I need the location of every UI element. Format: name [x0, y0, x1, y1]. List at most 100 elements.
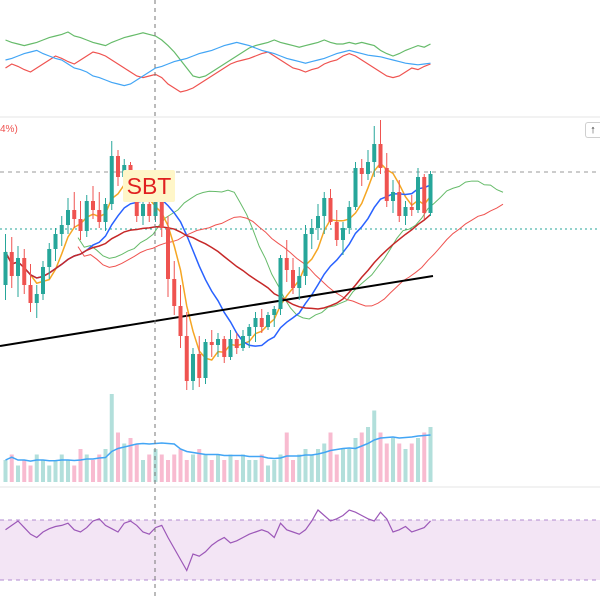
candle-body: [184, 336, 189, 381]
volume-bar: [378, 432, 383, 482]
volume-bar: [34, 454, 39, 482]
volume-ma-line: [5, 434, 431, 462]
indicator-line-blue: [5, 41, 431, 87]
volume-bar: [347, 449, 352, 482]
candle-body: [272, 309, 277, 315]
candle-body: [397, 192, 402, 216]
volume-bar: [397, 443, 402, 482]
candle-body: [391, 192, 395, 201]
cloud-span-b: [77, 203, 504, 307]
volume-bar: [147, 454, 152, 482]
candle-body: [372, 144, 377, 162]
volume-bar: [97, 454, 102, 482]
candle-body: [278, 258, 283, 309]
candle-body: [366, 162, 370, 174]
volume-bar: [297, 454, 302, 482]
annotation-label: SBT: [123, 170, 175, 202]
candle-body: [241, 336, 245, 348]
volume-bar: [322, 443, 327, 482]
candle-body: [84, 201, 89, 231]
volume-bar: [203, 454, 208, 482]
candle-body: [53, 234, 58, 249]
candle-body: [216, 339, 220, 345]
volume-bar: [391, 438, 395, 482]
volume-bar: [359, 432, 364, 482]
volume-bar: [259, 454, 264, 482]
candle-body: [159, 201, 164, 228]
candle-body: [316, 216, 320, 228]
volume-bar: [372, 410, 377, 482]
indicator-line-red: [5, 51, 431, 93]
candle-body: [72, 210, 77, 219]
candle-body: [109, 156, 114, 204]
ma-slow-line: [4, 214, 431, 310]
volume-bar: [116, 432, 120, 482]
volume-bar: [3, 460, 8, 482]
volume-bar: [72, 465, 77, 482]
ma-long-line: [0, 275, 434, 347]
candle-body: [116, 156, 120, 177]
volume-bar: [266, 465, 270, 482]
ma-mid-line: [4, 184, 431, 347]
candle-body: [353, 168, 358, 207]
candle-body: [266, 315, 270, 327]
volume-bar: [109, 394, 114, 482]
candle-body: [359, 168, 364, 174]
legend-fragment: 4%): [0, 124, 18, 135]
candle-body: [378, 144, 383, 168]
ma-fast-line: [4, 162, 432, 361]
candle-body: [3, 252, 8, 285]
volume-bar: [366, 427, 370, 482]
volume-bar: [28, 465, 33, 482]
volume-bar: [66, 460, 70, 482]
candle-body: [41, 267, 45, 294]
candle-body: [103, 204, 108, 222]
volume-bar: [53, 460, 58, 482]
candle-body: [66, 210, 70, 225]
candle-body: [328, 198, 333, 222]
candle-body: [422, 177, 427, 213]
volume-bar: [9, 454, 14, 482]
candle-body: [341, 228, 345, 240]
volume-bar: [159, 454, 164, 482]
volume-bar: [284, 432, 289, 482]
candle-body: [134, 195, 139, 216]
volume-bar: [316, 449, 320, 482]
volume-bar: [22, 460, 27, 482]
volume-bar: [403, 449, 408, 482]
volume-bar: [166, 460, 170, 482]
volume-bar: [228, 454, 233, 482]
volume-bar: [222, 460, 227, 482]
candle-body: [222, 339, 227, 357]
rsi-band: [0, 520, 600, 580]
volume-bar: [341, 449, 345, 482]
candle-body: [409, 207, 414, 210]
volume-bar: [141, 460, 145, 482]
candle-body: [284, 258, 289, 270]
volume-bar: [103, 449, 108, 482]
volume-bar: [422, 432, 427, 482]
candle-body: [197, 354, 202, 378]
candle-body: [178, 306, 183, 336]
volume-bar: [428, 427, 433, 482]
candle-body: [91, 201, 95, 210]
volume-bar: [134, 443, 139, 482]
candle-body: [309, 228, 314, 234]
volume-bar: [178, 449, 183, 482]
candle-body: [9, 252, 14, 276]
volume-bar: [334, 454, 339, 482]
volume-bar: [184, 460, 189, 482]
candle-body: [166, 228, 170, 279]
candle-body: [47, 249, 52, 267]
volume-bar: [197, 449, 202, 482]
candle-body: [259, 318, 264, 327]
volume-bar: [216, 454, 220, 482]
candle-body: [347, 207, 352, 228]
volume-bar: [16, 465, 20, 482]
volume-bar: [409, 443, 414, 482]
volume-bar: [84, 454, 89, 482]
candle-body: [403, 207, 408, 216]
volume-bar: [328, 432, 333, 482]
scroll-up-button[interactable]: ↑: [585, 122, 600, 138]
